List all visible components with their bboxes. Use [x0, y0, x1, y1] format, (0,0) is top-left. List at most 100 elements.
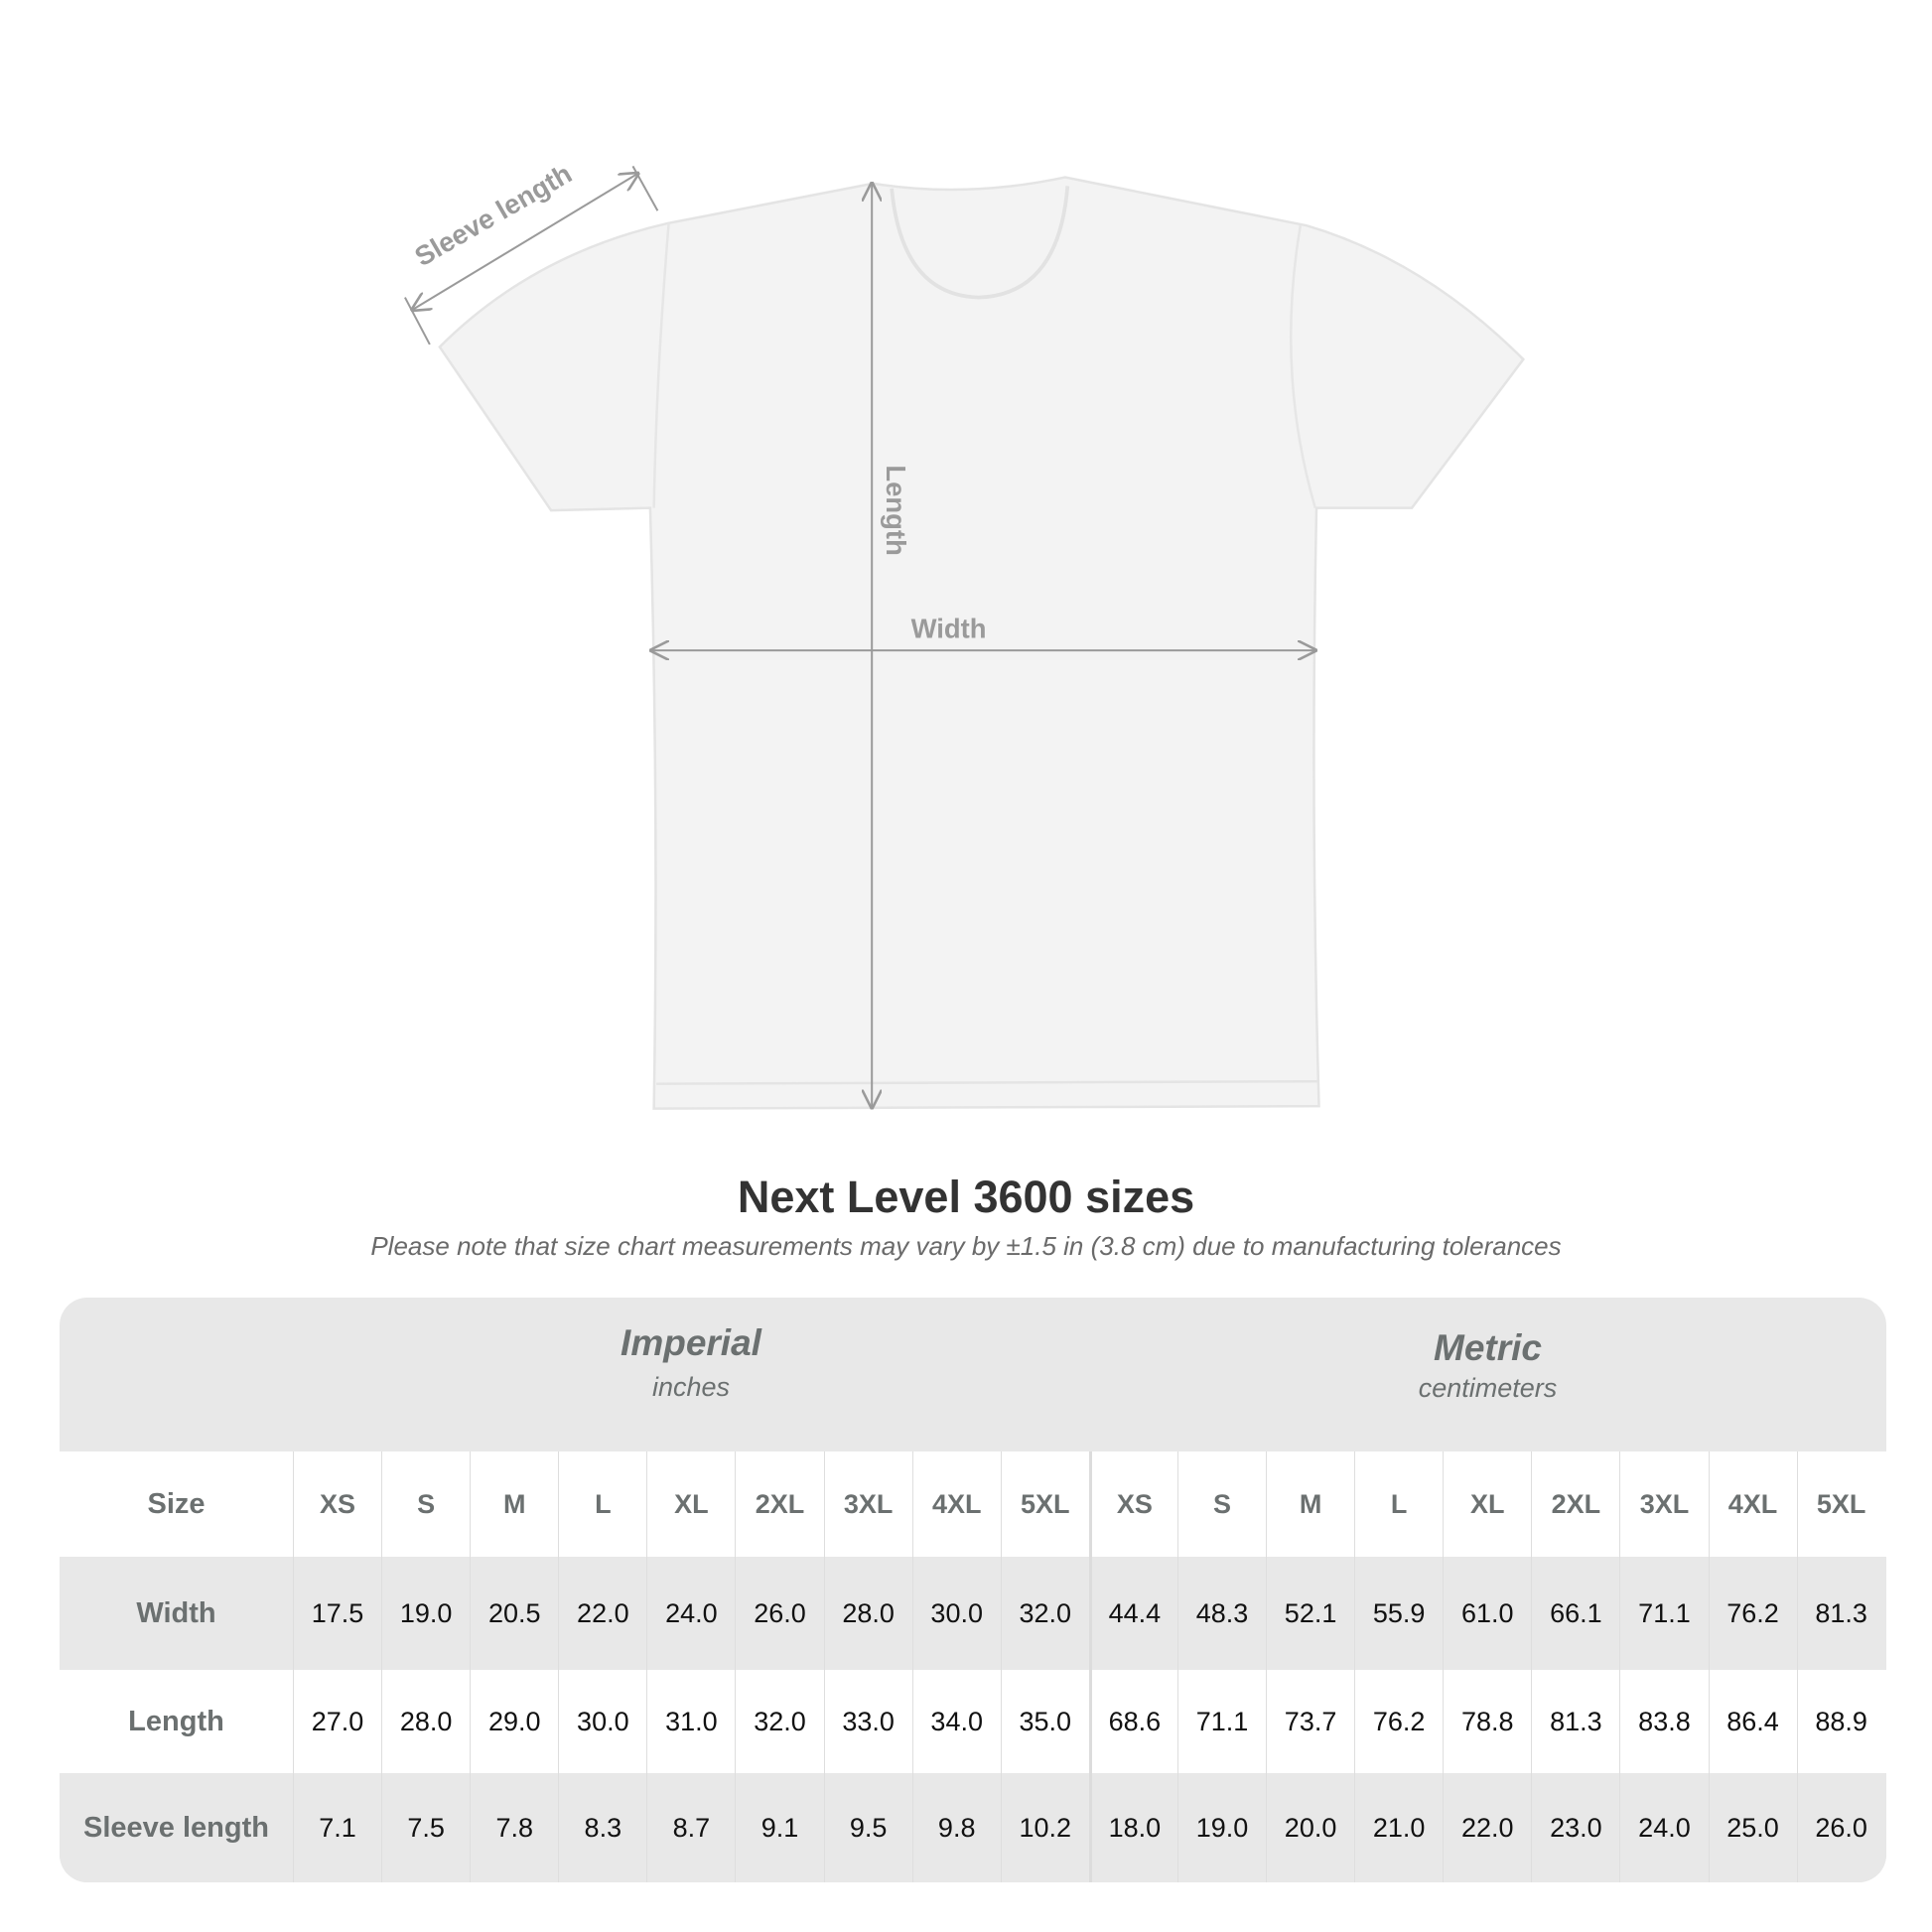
- metric-value-cell: 71.1: [1176, 1670, 1266, 1773]
- sleeve-seam-right: [1289, 225, 1316, 508]
- metric-value-cell: 21.0: [1354, 1773, 1443, 1882]
- metric-value-cell: 88.9: [1796, 1670, 1885, 1773]
- imperial-value-cell: 9.8: [911, 1773, 1001, 1882]
- metric-value-cell: 55.9: [1354, 1557, 1443, 1670]
- metric-value-cell: 19.0: [1176, 1773, 1266, 1882]
- sleeve-tick-left: [404, 297, 431, 345]
- metric-size-header: XS: [1088, 1451, 1177, 1557]
- hem-stitch: [656, 1079, 1318, 1085]
- metric-size-header: 5XL: [1796, 1451, 1885, 1557]
- metric-size-header: 4XL: [1708, 1451, 1797, 1557]
- sleeve-length-arrow: [412, 174, 637, 310]
- metric-value-cell: 86.4: [1708, 1670, 1797, 1773]
- metric-value-cell: 81.3: [1531, 1670, 1619, 1773]
- imperial-value-cell: 30.0: [558, 1670, 646, 1773]
- imperial-size-header: 4XL: [911, 1451, 1001, 1557]
- metric-size-header: XL: [1443, 1451, 1531, 1557]
- imperial-value-cell: 27.0: [293, 1670, 381, 1773]
- sleeve-seam-left: [652, 222, 670, 508]
- metric-size-header: 3XL: [1619, 1451, 1708, 1557]
- imperial-value-cell: 24.0: [646, 1557, 735, 1670]
- metric-value-cell: 44.4: [1088, 1557, 1177, 1670]
- imperial-size-header: L: [558, 1451, 646, 1557]
- imperial-value-cell: 33.0: [823, 1670, 912, 1773]
- row-label: Sleeve length: [83, 1811, 269, 1844]
- metric-value-cell: 73.7: [1266, 1670, 1354, 1773]
- row-label: Width: [136, 1596, 216, 1629]
- metric-size-header: L: [1354, 1451, 1443, 1557]
- imperial-value-cell: 30.0: [911, 1557, 1001, 1670]
- imperial-value-cell: 29.0: [470, 1670, 558, 1773]
- imperial-value-cell: 7.5: [381, 1773, 470, 1882]
- metric-label: Metric: [1434, 1327, 1542, 1368]
- page-title: Next Level 3600 sizes: [737, 1172, 1195, 1222]
- metric-header: Metric centimeters: [1089, 1298, 1886, 1481]
- row-label: Length: [128, 1705, 224, 1737]
- size-header-row: Size XS S M L XL 2XL 3XL 4XL 5XL XS S M L XL 2XL 3XL 4XL 5…: [60, 1451, 1886, 1557]
- metric-value-cell: 52.1: [1266, 1557, 1354, 1670]
- metric-size-header: S: [1176, 1451, 1266, 1557]
- metric-value-cell: 71.1: [1619, 1557, 1708, 1670]
- metric-value-cell: 66.1: [1531, 1557, 1619, 1670]
- metric-value-cell: 78.8: [1443, 1670, 1531, 1773]
- metric-value-cell: 25.0: [1708, 1773, 1797, 1882]
- imperial-value-cell: 8.7: [646, 1773, 735, 1882]
- table-row: Length 27.0 28.0 29.0 30.0 31.0 32.0 33.0 34.0 35…: [60, 1670, 1886, 1773]
- imperial-value-cell: 7.1: [293, 1773, 381, 1882]
- imperial-value-cell: 9.5: [823, 1773, 912, 1882]
- imperial-header: Imperial inches: [293, 1298, 1089, 1476]
- metric-value-cell: 81.3: [1796, 1557, 1885, 1670]
- imperial-size-header: M: [470, 1451, 558, 1557]
- metric-value-cell: 26.0: [1796, 1773, 1885, 1882]
- imperial-unit: inches: [651, 1372, 731, 1402]
- imperial-value-cell: 7.8: [470, 1773, 558, 1882]
- imperial-value-cell: 32.0: [735, 1670, 823, 1773]
- imperial-value-cell: 10.2: [1000, 1773, 1089, 1882]
- imperial-value-cell: 8.3: [558, 1773, 646, 1882]
- imperial-value-cell: 28.0: [823, 1557, 912, 1670]
- imperial-value-cell: 20.5: [470, 1557, 558, 1670]
- imperial-value-cell: 22.0: [558, 1557, 646, 1670]
- sleeve-length-label: Sleeve length: [409, 158, 577, 272]
- metric-value-cell: 48.3: [1176, 1557, 1266, 1670]
- row-label-size: Size: [147, 1487, 206, 1520]
- imperial-size-header: S: [381, 1451, 470, 1557]
- metric-value-cell: 68.6: [1088, 1670, 1177, 1773]
- imperial-value-cell: 31.0: [646, 1670, 735, 1773]
- metric-value-cell: 76.2: [1708, 1557, 1797, 1670]
- metric-size-header: 2XL: [1531, 1451, 1619, 1557]
- imperial-size-header: XS: [293, 1451, 381, 1557]
- imperial-size-header: 5XL: [1000, 1451, 1089, 1557]
- size-chart-table: Imperial inches Metric centimeters Size X…: [60, 1298, 1886, 1882]
- collar: [890, 186, 1070, 300]
- imperial-size-header: XL: [646, 1451, 735, 1557]
- imperial-size-header: 2XL: [735, 1451, 823, 1557]
- table-row: Sleeve length 7.1 7.5 7.8 8.3 8.7 9.1 9.5 9.8 10.…: [60, 1773, 1886, 1882]
- length-label: Length: [881, 465, 911, 555]
- imperial-value-cell: 32.0: [1000, 1557, 1089, 1670]
- imperial-value-cell: 17.5: [293, 1557, 381, 1670]
- imperial-value-cell: 9.1: [735, 1773, 823, 1882]
- tshirt-measurement-diagram: Sleeve length Length Width: [404, 158, 1525, 1110]
- metric-unit: centimeters: [1418, 1373, 1558, 1403]
- imperial-value-cell: 26.0: [735, 1557, 823, 1670]
- metric-value-cell: 83.8: [1619, 1670, 1708, 1773]
- metric-value-cell: 22.0: [1443, 1773, 1531, 1882]
- metric-value-cell: 61.0: [1443, 1557, 1531, 1670]
- metric-value-cell: 24.0: [1619, 1773, 1708, 1882]
- table-row: Width 17.5 19.0 20.5 22.0 24.0 26.0 28.0 30.0 32.…: [60, 1557, 1886, 1670]
- tolerance-note: Please note that size chart measurements…: [370, 1231, 1562, 1261]
- metric-value-cell: 23.0: [1531, 1773, 1619, 1882]
- metric-value-cell: 20.0: [1266, 1773, 1354, 1882]
- imperial-value-cell: 34.0: [911, 1670, 1001, 1773]
- metric-value-cell: 18.0: [1088, 1773, 1177, 1882]
- metric-value-cell: 76.2: [1354, 1670, 1443, 1773]
- imperial-label: Imperial: [621, 1322, 761, 1363]
- imperial-value-cell: 28.0: [381, 1670, 470, 1773]
- imperial-value-cell: 19.0: [381, 1557, 470, 1670]
- width-label: Width: [911, 614, 987, 644]
- metric-size-header: M: [1266, 1451, 1354, 1557]
- imperial-size-header: 3XL: [823, 1451, 912, 1557]
- sleeve-tick-right: [631, 165, 659, 211]
- imperial-value-cell: 35.0: [1000, 1670, 1089, 1773]
